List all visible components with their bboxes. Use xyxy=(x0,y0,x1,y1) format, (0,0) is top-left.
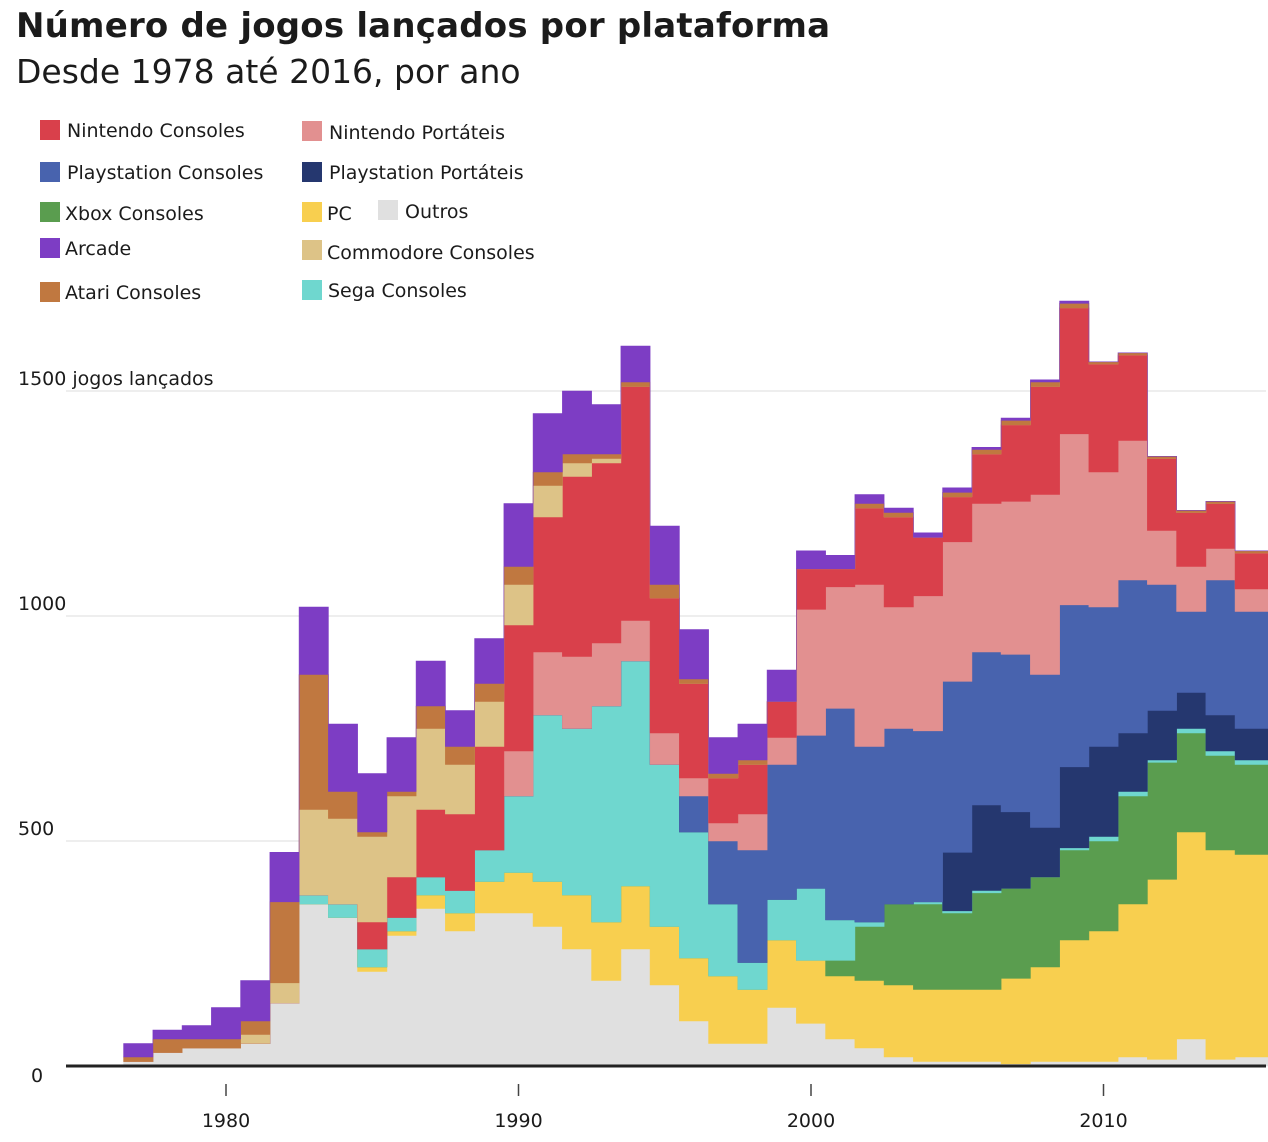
legend-label-playstation-consoles: Playstation Consoles xyxy=(67,162,263,184)
chart-title: Número de jogos lançados por plataforma xyxy=(16,6,831,46)
legend-swatch-playstation-portateis xyxy=(302,162,322,182)
legend-swatch-outros xyxy=(378,200,398,220)
x-tick-label-1980: 1980 xyxy=(202,1110,250,1132)
legend: Nintendo Consoles Nintendo Portáteis Plays… xyxy=(40,120,535,304)
chart-plot-area xyxy=(123,300,1268,1067)
legend-item-sega-consoles: Sega Consoles xyxy=(302,280,467,302)
y-axis-labels: 0 500 1000 1500 jogos lançados xyxy=(18,368,214,1087)
legend-label-atari-consoles: Atari Consoles xyxy=(65,282,201,304)
legend-label-nintendo-portateis: Nintendo Portáteis xyxy=(329,122,505,144)
legend-label-commodore-consoles: Commodore Consoles xyxy=(327,242,535,264)
legend-swatch-sega-consoles xyxy=(302,280,322,300)
legend-swatch-pc xyxy=(302,202,322,222)
y-tick-label-500: 500 xyxy=(18,818,54,840)
y-tick-label-0: 0 xyxy=(31,1065,43,1087)
legend-item-playstation-portateis: Playstation Portáteis xyxy=(302,162,524,184)
x-tick-label-2010: 2010 xyxy=(1079,1110,1127,1132)
x-tick-label-2000: 2000 xyxy=(787,1110,835,1132)
legend-item-nintendo-consoles: Nintendo Consoles xyxy=(40,120,245,142)
legend-label-arcade: Arcade xyxy=(65,238,131,260)
legend-item-atari-consoles: Atari Consoles xyxy=(40,282,201,304)
y-tick-label-1500: 1500 jogos lançados xyxy=(18,368,214,390)
legend-item-playstation-consoles: Playstation Consoles xyxy=(40,162,263,184)
legend-item-commodore-consoles: Commodore Consoles xyxy=(302,240,535,264)
legend-swatch-xbox-consoles xyxy=(40,202,60,222)
legend-label-outros: Outros xyxy=(405,201,468,223)
legend-item-arcade: Arcade xyxy=(40,238,131,260)
legend-swatch-playstation-consoles xyxy=(40,162,60,182)
legend-swatch-nintendo-consoles xyxy=(40,120,60,140)
y-tick-label-1000: 1000 xyxy=(18,593,66,615)
x-tick-label-1990: 1990 xyxy=(494,1110,542,1132)
x-axis: 1980 1990 2000 2010 xyxy=(66,1064,1266,1132)
legend-item-xbox-consoles: Xbox Consoles xyxy=(40,202,204,225)
legend-label-playstation-portateis: Playstation Portáteis xyxy=(329,162,524,184)
legend-item-pc: PC xyxy=(302,202,352,225)
legend-label-xbox-consoles: Xbox Consoles xyxy=(65,203,204,225)
legend-swatch-commodore-consoles xyxy=(302,240,322,260)
area-arcade xyxy=(123,300,1268,1058)
legend-label-sega-consoles: Sega Consoles xyxy=(328,280,467,302)
legend-item-nintendo-portateis: Nintendo Portáteis xyxy=(302,121,505,144)
chart-subtitle: Desde 1978 até 2016, por ano xyxy=(16,52,521,91)
legend-label-nintendo-consoles: Nintendo Consoles xyxy=(67,120,245,142)
legend-label-pc: PC xyxy=(327,203,352,225)
legend-swatch-arcade xyxy=(40,238,60,258)
legend-swatch-atari-consoles xyxy=(40,282,60,302)
legend-item-outros: Outros xyxy=(378,200,468,223)
legend-swatch-nintendo-portateis xyxy=(302,121,322,141)
